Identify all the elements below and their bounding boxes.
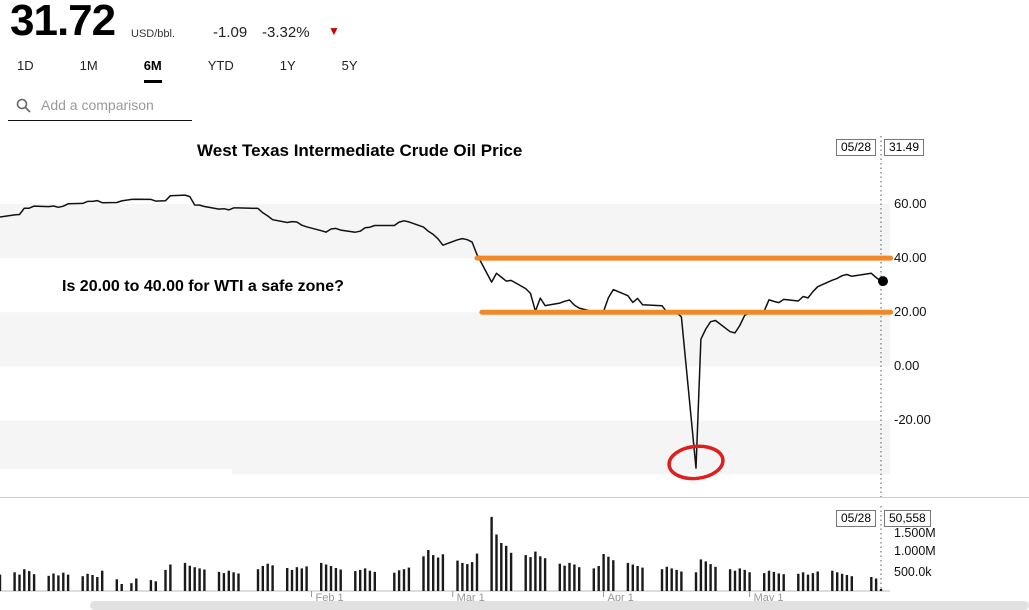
y-axis-label: 40.00 <box>894 250 927 265</box>
tab-1y[interactable]: 1Y <box>279 58 296 73</box>
y-axis-label: 0.00 <box>894 358 920 373</box>
search-icon <box>16 98 31 113</box>
horizontal-scrollbar[interactable] <box>90 601 1029 610</box>
volume-axis-label: 1.000M <box>894 544 936 558</box>
y-axis-label: 60.00 <box>894 196 927 211</box>
volume-crosshair-value-box: 50,558 <box>884 510 931 527</box>
price-change: -1.09 <box>213 24 248 41</box>
down-triangle-icon: ▼ <box>328 24 340 38</box>
time-range-tabs: 1D 1M 6M YTD 1Y 5Y <box>17 58 358 83</box>
tab-ytd[interactable]: YTD <box>207 58 234 73</box>
tab-5y[interactable]: 5Y <box>341 58 358 73</box>
safe-zone-annotation: Is 20.00 to 40.00 for WTI a safe zone? <box>62 278 344 295</box>
search-placeholder: Add a comparison <box>41 97 154 113</box>
volume-axis-label: 1.500M <box>894 526 936 540</box>
tooltip-box <box>0 469 232 497</box>
y-axis-label: 20.00 <box>894 304 927 319</box>
price-unit: USD/bbl. <box>131 28 176 40</box>
chart-title: West Texas Intermediate Crude Oil Price <box>197 141 523 160</box>
pane-separator <box>0 497 1029 498</box>
tab-1d[interactable]: 1D <box>17 58 34 73</box>
current-price: 31.72 <box>10 0 116 45</box>
comparison-search-input[interactable]: Add a comparison <box>8 90 192 121</box>
y-axis-label: -20.00 <box>894 412 931 427</box>
volume-axis-label: 500.0k <box>894 565 932 579</box>
price-change-percent: -3.32% <box>262 24 310 41</box>
crosshair-date-box: 05/28 <box>836 139 877 156</box>
tab-6m[interactable]: 6M <box>143 58 162 83</box>
crosshair-price-box: 31.49 <box>884 139 925 156</box>
price-chart-pane[interactable]: West Texas Intermediate Crude Oil Price … <box>0 128 1029 497</box>
price-line-chart[interactable] <box>0 128 1029 497</box>
volume-bar-chart[interactable] <box>0 498 1029 610</box>
volume-chart-pane[interactable]: 05/28 50,558 1.500M 1.000M 500.0k Feb 1 … <box>0 498 1029 610</box>
volume-crosshair-date-box: 05/28 <box>836 510 877 527</box>
tab-1m[interactable]: 1M <box>79 58 98 73</box>
